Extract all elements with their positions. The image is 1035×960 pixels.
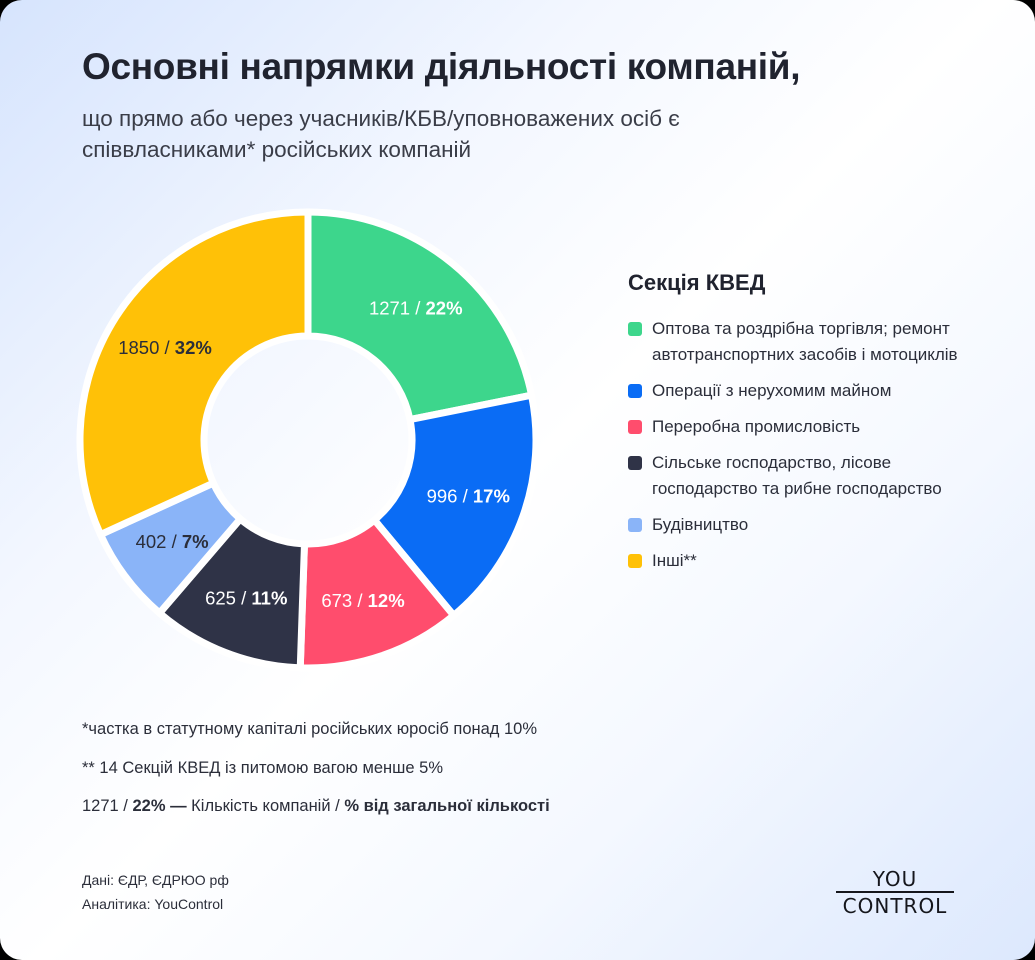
legend-item: Інші**	[628, 548, 968, 574]
footnote-share: *частка в статутному капіталі російських…	[82, 720, 538, 738]
slice-label-1: 996 / 17%	[427, 486, 510, 507]
legend: Секція КВЕД Оптова та роздрібна торгівля…	[628, 270, 968, 584]
slice-label-2: 673 / 12%	[321, 590, 404, 611]
legend-label: Оптова та роздрібна торгівля; ремонт авт…	[652, 319, 958, 364]
chart-subtitle: що прямо або через учасників/КБВ/уповнов…	[82, 106, 680, 162]
legend-swatch	[628, 456, 642, 470]
key-text: Кількість компаній /	[186, 797, 345, 815]
legend-swatch	[628, 554, 642, 568]
legend-label: Операції з нерухомим майном	[652, 381, 892, 400]
footnote-other: ** 14 Секцій КВЕД із питомою вагою менше…	[82, 759, 443, 777]
slice-label-4: 402 / 7%	[136, 531, 209, 552]
legend-label: Будівництво	[652, 515, 749, 534]
legend-swatch	[628, 420, 642, 434]
source-data: Дані: ЄДР, ЄДРЮО рф	[82, 872, 229, 888]
youcontrol-logo: YOU CONTROL	[836, 868, 954, 917]
donut-slice-2	[296, 516, 458, 672]
slice-label-5: 1850 / 32%	[118, 337, 212, 358]
key-percent: 22% —	[132, 797, 187, 815]
donut-slice-1	[370, 391, 540, 619]
legend-label: Інші**	[652, 551, 697, 570]
chart-title: Основні напрямки діяльності компаній,	[82, 46, 801, 87]
legend-item: Операції з нерухомим майном	[628, 378, 968, 404]
slice-label-3: 625 / 11%	[205, 587, 287, 608]
source-analytics: Аналітика: YouControl	[82, 896, 224, 912]
key-bold: % від загальної кількості	[344, 797, 550, 815]
legend-label: Переробна промисловість	[652, 417, 861, 436]
logo-line2: CONTROL	[842, 894, 948, 918]
donut-slice-5	[76, 208, 312, 539]
logo-line1: YOU	[872, 867, 918, 891]
key-count: 1271 /	[82, 797, 133, 815]
legend-item: Переробна промисловість	[628, 414, 968, 440]
label-key: 1271 / 22% — Кількість компаній / % від …	[82, 797, 550, 816]
legend-title: Секція КВЕД	[628, 270, 766, 295]
legend-swatch	[628, 322, 642, 336]
legend-label: Сільське господарство, лісове господарст…	[652, 453, 942, 498]
legend-item: Оптова та роздрібна торгівля; ремонт авт…	[628, 316, 968, 368]
legend-item: Сільське господарство, лісове господарст…	[628, 450, 968, 502]
slice-label-0: 1271 / 22%	[369, 298, 463, 319]
donut-slice-0	[304, 208, 536, 424]
legend-item: Будівництво	[628, 512, 968, 538]
legend-swatch	[628, 518, 642, 532]
legend-swatch	[628, 384, 642, 398]
